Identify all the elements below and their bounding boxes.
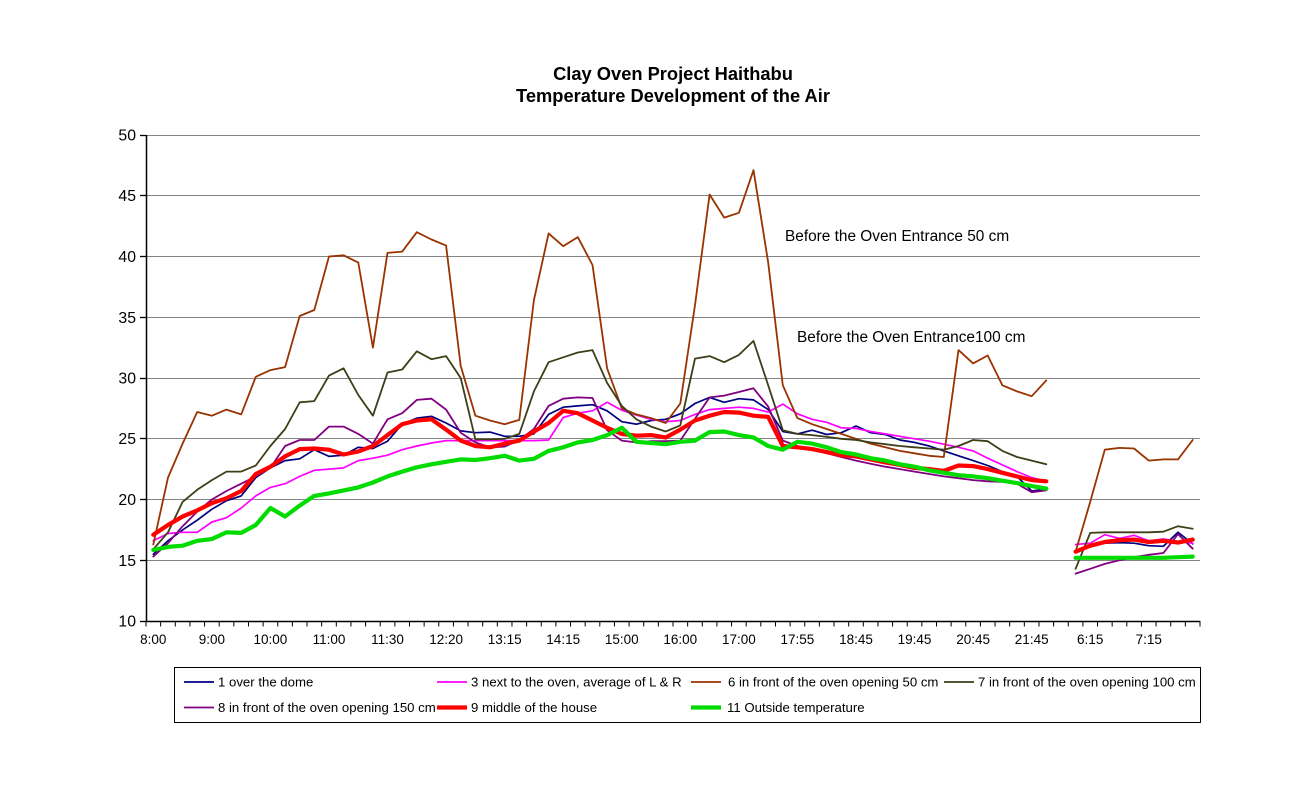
svg-text:11:00: 11:00 [313,632,346,647]
svg-text:Clay Oven Project Haithabu: Clay Oven Project Haithabu [553,63,793,84]
svg-text:6 in front of the oven opening: 6 in front of the oven opening 50 cm [728,675,938,690]
svg-text:15:00: 15:00 [605,632,639,647]
svg-text:20: 20 [118,492,136,509]
svg-text:8:00: 8:00 [140,632,166,647]
svg-text:40: 40 [118,249,136,266]
svg-text:9:00: 9:00 [199,632,225,647]
svg-text:9 middle of the house: 9 middle of the house [471,700,597,715]
svg-text:8 in front of the oven opening: 8 in front of the oven opening 150 cm [218,700,436,715]
svg-text:7:15: 7:15 [1136,632,1162,647]
svg-text:11:30: 11:30 [371,632,404,647]
svg-text:Before the Oven Entrance 50 cm: Before the Oven Entrance 50 cm [785,228,1009,245]
svg-text:13:15: 13:15 [488,632,522,647]
svg-text:16:00: 16:00 [663,632,697,647]
svg-text:45: 45 [118,188,136,205]
svg-text:25: 25 [118,431,136,448]
svg-text:14:15: 14:15 [546,632,580,647]
svg-text:17:00: 17:00 [722,632,756,647]
svg-text:10: 10 [118,614,136,631]
svg-text:19:45: 19:45 [898,632,932,647]
svg-text:Before the Oven Entrance100 cm: Before the Oven Entrance100 cm [797,329,1025,346]
svg-text:3 next to the oven, average of: 3 next to the oven, average of L & R [471,675,682,690]
svg-text:7 in front of the oven opening: 7 in front of the oven opening 100 cm [978,675,1196,690]
svg-text:6:15: 6:15 [1077,632,1103,647]
svg-text:30: 30 [118,371,136,388]
svg-text:1 over the dome: 1 over the dome [218,675,313,690]
svg-text:11 Outside temperature: 11 Outside temperature [727,700,865,715]
svg-text:Temperature Development of the: Temperature Development of the Air [516,85,830,106]
svg-text:18:45: 18:45 [839,632,873,647]
svg-text:10:00: 10:00 [254,632,288,647]
svg-text:17:55: 17:55 [781,632,815,647]
svg-text:20:45: 20:45 [956,632,990,647]
svg-text:35: 35 [118,310,136,327]
svg-text:15: 15 [118,553,136,570]
svg-text:50: 50 [118,128,136,145]
svg-text:12:20: 12:20 [429,632,463,647]
svg-text:21:45: 21:45 [1015,632,1049,647]
